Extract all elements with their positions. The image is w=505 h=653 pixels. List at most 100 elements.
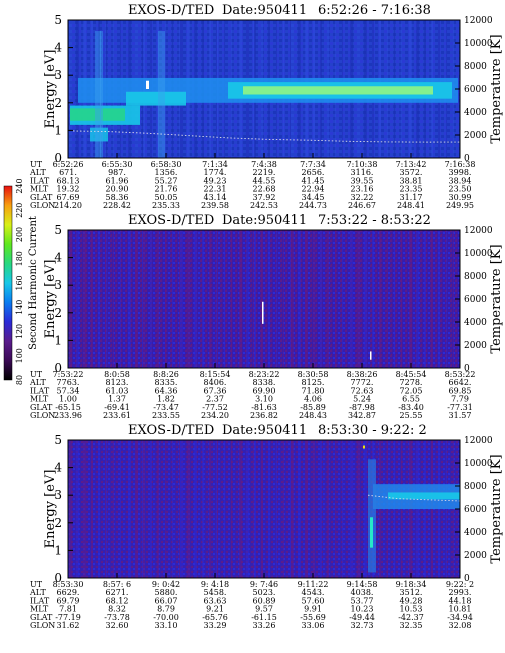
- table-cell: 8:0:58: [104, 370, 130, 379]
- heatmap-streak: [431, 230, 433, 368]
- y-right-tick-label: 10000: [464, 249, 493, 259]
- heatmap-streak: [342, 440, 343, 578]
- y-tick-label: 2: [54, 306, 62, 320]
- table-cell: 234.20: [201, 411, 229, 420]
- table-cell: 23.50: [449, 185, 472, 194]
- y-tick-label: 5: [54, 13, 62, 27]
- heatmap-streak: [283, 440, 284, 578]
- table-cell: 9.57: [255, 605, 273, 614]
- colorbar: 80 100 120 140 160 180 200 220 240 Second Harmoni…: [3, 178, 39, 385]
- table-cell: 38.94: [449, 176, 472, 185]
- table-cell: 10.81: [449, 605, 472, 614]
- bright-column: [95, 31, 101, 158]
- band-left-upper: [126, 91, 186, 106]
- y-tick-label: 3: [54, 488, 62, 502]
- table-cell: 21.76: [155, 185, 178, 194]
- bright-column: [100, 31, 103, 158]
- table-cell: -87.98: [349, 403, 375, 412]
- table-cell: 7:16:38: [445, 160, 476, 169]
- y-tick-label: 5: [54, 433, 62, 447]
- table-cell: 31.57: [449, 411, 472, 420]
- heatmap-streak: [283, 230, 284, 368]
- table-cell: 44.18: [449, 596, 472, 605]
- band-left-core: [70, 108, 125, 121]
- heatmap-streak: [453, 230, 454, 368]
- table-cell: 32.22: [351, 193, 374, 202]
- heatmap-streak: [268, 440, 270, 578]
- y-tick-label: 4: [54, 461, 62, 475]
- y-right-tick-label: 8000: [464, 62, 487, 72]
- chart-time-range: 6:52:26 - 7:16:38: [318, 3, 431, 18]
- table-cell: 8:45:54: [396, 370, 427, 379]
- table-cell: 9:18:34: [396, 580, 427, 589]
- heatmap-streak: [69, 440, 72, 578]
- heatmap-streak: [105, 230, 107, 368]
- table-cell: 1774.: [204, 168, 227, 177]
- table-cell: 242.53: [250, 201, 278, 210]
- table-cell: 5.24: [353, 395, 371, 404]
- heatmap-streak: [438, 230, 440, 368]
- chart-time-range: 7:53:22 - 8:53:22: [318, 213, 431, 228]
- colorbar-tick-label: 100: [15, 348, 24, 363]
- table-cell: 58.36: [106, 193, 129, 202]
- table-cell: 236.82: [250, 411, 278, 420]
- heatmap-streak: [69, 20, 72, 158]
- colorbar-tick-label: 160: [15, 275, 24, 290]
- table-cell: -77.52: [202, 403, 228, 412]
- heatmap-streak: [157, 230, 159, 368]
- heatmap-streak: [150, 440, 152, 578]
- table-cell: 19.32: [57, 185, 80, 194]
- heatmap-texture: [68, 230, 454, 368]
- table-cell: 10.23: [351, 605, 374, 614]
- y-right-axis-label: Temperature [K]: [489, 454, 504, 563]
- heatmap-streak: [76, 440, 79, 578]
- table-row-label: UT: [30, 370, 43, 379]
- y-tick-label: 2: [54, 516, 62, 530]
- y-tick-label: 1: [54, 123, 62, 137]
- y-tick-label: 3: [54, 68, 62, 82]
- y-right-tick-label: 8000: [464, 272, 487, 282]
- heatmap-streak: [106, 440, 107, 578]
- table-cell: 33.29: [204, 621, 227, 630]
- table-row-label: ALT: [29, 378, 46, 387]
- table-cell: 9:11:22: [298, 580, 329, 589]
- heatmap-streak: [83, 440, 86, 578]
- heatmap-streak: [202, 440, 204, 578]
- heatmap-band: [363, 445, 460, 573]
- heatmap-streak: [246, 440, 249, 578]
- table-cell: 68.12: [106, 596, 129, 605]
- heatmap-streak: [83, 230, 86, 368]
- y-tick-label: 4: [54, 251, 62, 265]
- table-cell: 9: 0:42: [152, 580, 180, 589]
- heatmap-streak: [217, 230, 218, 368]
- table-cell: 53.77: [351, 596, 374, 605]
- heatmap-streak: [327, 230, 329, 368]
- table-cell: 7:53:22: [53, 370, 84, 379]
- table-cell: 671.: [59, 168, 77, 177]
- table-cell: -77.31: [447, 403, 473, 412]
- table-cell: 7278.: [400, 378, 423, 387]
- y-right-tick-label: 0: [464, 364, 470, 374]
- y-right-axis-label: Temperature [K]: [489, 244, 504, 353]
- table-cell: 8:38:26: [347, 370, 378, 379]
- heatmap-streak: [350, 440, 353, 578]
- heatmap-streak: [194, 440, 197, 578]
- table-cell: 30.99: [449, 193, 472, 202]
- chart-panel-1: EXOS-D/TED Date:950411 6:52:26 - 7:16:38 0 1…: [29, 3, 504, 210]
- hot-spot: [363, 445, 365, 449]
- heatmap-streak: [135, 230, 138, 368]
- table-row-label: ILAT: [30, 386, 50, 395]
- heatmap-streak: [239, 230, 242, 368]
- table-row-label: GLON: [30, 621, 55, 630]
- y-right-tick-label: 4000: [464, 528, 487, 538]
- table-cell: 6:55:30: [102, 160, 133, 169]
- table-cell: 66.07: [155, 596, 178, 605]
- table-cell: 8.79: [157, 605, 175, 614]
- heatmap-streak: [254, 230, 256, 368]
- heatmap-streak: [342, 230, 343, 368]
- table-cell: 3998.: [449, 168, 472, 177]
- heatmap-streak: [194, 230, 197, 368]
- heatmap-streak: [350, 230, 353, 368]
- band-core: [243, 86, 433, 95]
- heatmap-streak: [424, 230, 426, 368]
